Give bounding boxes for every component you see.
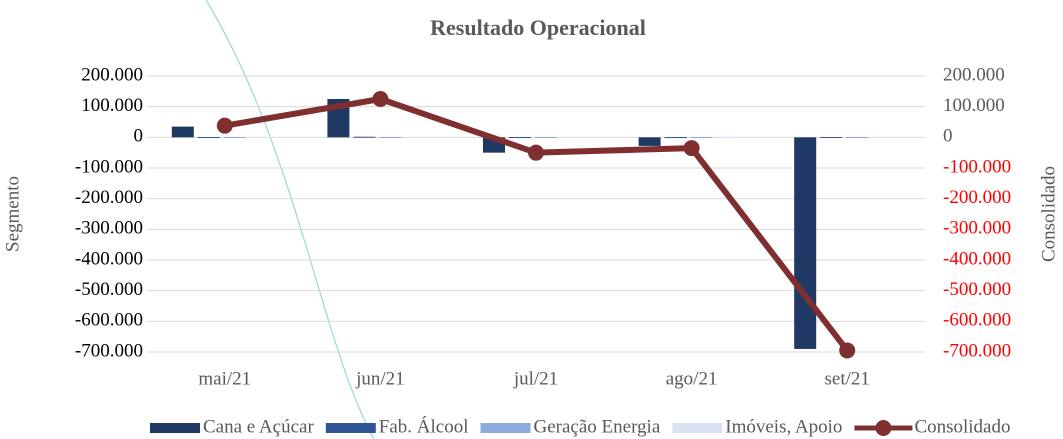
y-tick-label: -100.000 — [75, 156, 143, 177]
y2-tick-label: -200.000 — [943, 187, 1011, 208]
y2-axis-title: Consolidado — [1038, 166, 1059, 262]
y-tick-label: -600.000 — [75, 310, 143, 331]
legend-swatch — [672, 423, 723, 433]
y2-tick-label: -500.000 — [943, 279, 1011, 300]
x-tick-label: mai/21 — [198, 368, 251, 389]
legend-label: Cana e Açúcar — [203, 416, 314, 437]
line — [224, 96, 850, 353]
y2-tick-label: -100.000 — [943, 156, 1011, 177]
bar — [223, 137, 246, 139]
bar — [353, 136, 376, 138]
bar — [561, 137, 583, 139]
bar — [379, 137, 402, 139]
y2-tick-label: 0 — [943, 126, 953, 147]
y-tick-label: 100.000 — [81, 95, 143, 116]
line-marker — [528, 144, 544, 161]
bar — [794, 137, 817, 349]
bar — [638, 137, 661, 146]
legend-swatch — [875, 420, 892, 436]
legend-label: Geração Energia — [534, 416, 661, 437]
legend-swatch — [150, 423, 200, 433]
bar — [846, 137, 869, 139]
legend-swatch — [480, 423, 531, 433]
bar — [716, 136, 739, 138]
chart-title: Resultado Operacional — [430, 15, 646, 40]
bar — [509, 137, 531, 139]
y-tick-label: -400.000 — [75, 248, 143, 269]
y-tick-label: 0 — [134, 126, 144, 147]
bar — [171, 126, 194, 138]
y-tick-label: 200.000 — [81, 64, 143, 85]
legend-label: Imóveis, Apoio — [725, 416, 842, 437]
bar — [535, 137, 557, 139]
y2-tick-label: -400.000 — [943, 248, 1011, 269]
y-axis-title: Segmento — [2, 176, 23, 252]
bar — [690, 137, 713, 139]
y2-tick-label: 200.000 — [943, 64, 1005, 85]
line-marker — [372, 91, 389, 107]
x-tick-label: jul/21 — [513, 368, 558, 389]
legend-label: Consolidado — [914, 416, 1010, 437]
y2-tick-label: 100.000 — [943, 95, 1005, 116]
y2-tick-label: -600.000 — [943, 310, 1011, 331]
y-tick-label: -500.000 — [75, 279, 143, 300]
y-tick-label: -300.000 — [75, 218, 143, 239]
x-tick-label: jun/21 — [355, 368, 405, 389]
line-marker — [683, 140, 700, 157]
bar — [664, 137, 687, 139]
line-marker — [216, 117, 233, 134]
bar — [872, 137, 895, 139]
y2-tick-label: -700.000 — [943, 340, 1011, 361]
bar — [820, 137, 843, 139]
line-marker — [839, 342, 856, 359]
legend-label: Fab. Álcool — [379, 415, 469, 437]
legend-swatch — [325, 423, 376, 433]
bar — [249, 137, 272, 139]
y-tick-label: -700.000 — [75, 340, 143, 361]
x-tick-label: ago/21 — [666, 368, 718, 389]
decorative-arc — [205, 0, 375, 439]
x-tick-label: set/21 — [825, 368, 870, 389]
y2-tick-label: -300.000 — [943, 218, 1011, 239]
y-tick-label: -200.000 — [75, 187, 143, 208]
bar — [197, 137, 220, 139]
bar — [405, 137, 428, 139]
